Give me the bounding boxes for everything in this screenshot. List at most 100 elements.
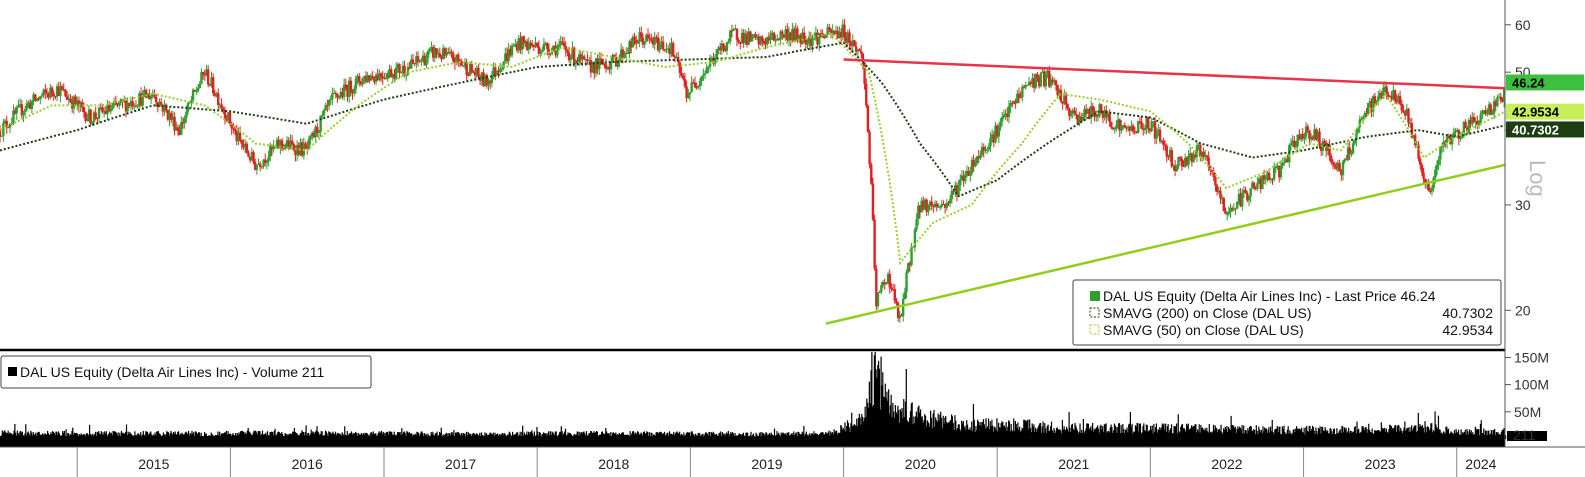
candle-body (292, 144, 295, 151)
volume-bar (1311, 428, 1313, 439)
volume-bar (858, 413, 860, 439)
price-legend[interactable]: DAL US Equity (Delta Air Lines Inc) - La… (1072, 279, 1502, 346)
volume-bar (588, 433, 590, 439)
volume-bar (29, 435, 31, 439)
volume-bar (811, 433, 813, 439)
volume-bar (348, 434, 350, 439)
volume-bar (150, 431, 152, 439)
candle-body (584, 59, 588, 61)
volume-bar (822, 432, 824, 439)
volume-bar (1194, 424, 1196, 439)
volume-bar (400, 434, 402, 439)
volume-bar (16, 430, 18, 439)
volume-bar (952, 422, 954, 439)
volume-bar (360, 433, 363, 439)
volume-bar (663, 433, 665, 439)
candle-body (227, 112, 230, 121)
volume-bar (576, 431, 578, 439)
candle-body (487, 80, 490, 86)
candle-body (1444, 141, 1447, 143)
candle-body (1492, 101, 1496, 114)
volume-bar (212, 435, 214, 439)
volume-bar (689, 432, 691, 439)
volume-bar (1310, 430, 1312, 439)
volume-bar (240, 430, 243, 439)
volume-bar (392, 434, 395, 439)
volume-bar (329, 432, 331, 439)
volume-bar (71, 430, 73, 439)
legend-price-label: DAL US Equity (Delta Air Lines Inc) - La… (1103, 288, 1436, 304)
candle-body (203, 74, 207, 76)
volume-bar (226, 434, 228, 439)
volume-bar (1118, 423, 1121, 439)
volume-bar (830, 431, 832, 439)
candle-body (358, 76, 361, 83)
volume-bar (6, 433, 8, 439)
candle-body (744, 33, 747, 43)
volume-legend[interactable]: DAL US Equity (Delta Air Lines Inc) - Vo… (0, 355, 372, 389)
volume-bar (1077, 433, 1079, 439)
volume-bar (679, 431, 681, 439)
candle-body (624, 52, 628, 54)
candle-body (757, 36, 760, 45)
volume-bar (4, 430, 6, 439)
candle-body (561, 41, 564, 43)
candle-body (416, 56, 420, 61)
volume-bar (250, 434, 253, 439)
volume-bar (1280, 433, 1282, 439)
candle-body (655, 37, 658, 39)
candle-body (942, 204, 945, 206)
volume-bar (112, 430, 114, 439)
candle-body (1296, 134, 1299, 147)
candle-body (1145, 117, 1148, 128)
candle-body (237, 132, 240, 142)
candle-body (546, 43, 549, 50)
candle-body (606, 66, 609, 69)
volume-bar (802, 432, 804, 439)
candle-body (541, 50, 544, 52)
volume-bar (995, 430, 997, 439)
candle-body (611, 54, 614, 62)
volume-bar (710, 432, 713, 439)
volume-bar (629, 431, 631, 439)
volume-bar (229, 433, 231, 439)
volume-bar (745, 432, 747, 439)
candle-body (635, 39, 638, 44)
volume-bar (700, 436, 702, 439)
candle-body (1311, 136, 1314, 140)
volume-bar (632, 431, 635, 439)
volume-bar (1218, 428, 1220, 439)
candle-body (1148, 128, 1152, 132)
volume-bar (625, 435, 627, 439)
candle-body (552, 45, 556, 48)
candle-body (1009, 103, 1012, 107)
candle-body (614, 57, 618, 67)
candle-body (359, 82, 363, 85)
candle-body (814, 32, 818, 39)
candle-body (1001, 116, 1004, 122)
volume-bar (1396, 426, 1398, 439)
volume-bar (1131, 423, 1133, 439)
volume-bar (944, 417, 946, 439)
candle-body (1037, 77, 1041, 87)
volume-bar (320, 431, 322, 439)
candle-body (739, 41, 742, 44)
volume-bar (314, 431, 316, 439)
candle-body (527, 42, 531, 50)
volume-bar (317, 431, 319, 439)
volume-bar (807, 434, 809, 439)
volume-bar (543, 433, 546, 439)
candle-body (1462, 121, 1466, 137)
volume-bar (1451, 432, 1453, 439)
volume-bar (542, 433, 544, 439)
volume-bar (1341, 425, 1343, 439)
candle-body (232, 128, 235, 130)
volume-bar (1329, 427, 1331, 439)
candle-body (811, 38, 814, 46)
candle-body (630, 41, 633, 48)
volume-bar (1011, 430, 1013, 439)
candle-body (964, 174, 967, 182)
candle-body (995, 125, 999, 137)
candle-body (208, 84, 212, 86)
candle-body (295, 145, 299, 156)
